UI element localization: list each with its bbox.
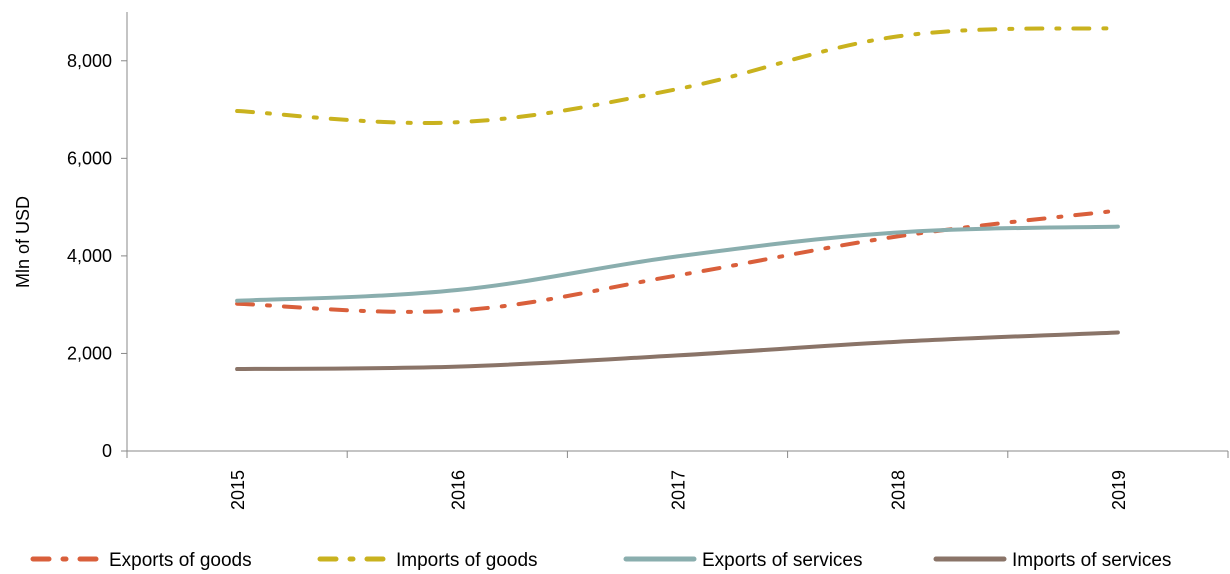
series-line-imports-of-services	[235, 330, 1120, 372]
x-axis: 2015 2016 2017 2018 2019	[126, 450, 1229, 510]
x-tick-label: 2015	[228, 470, 248, 510]
legend: Exports of goods Imports of goods Exports …	[30, 550, 1171, 571]
legend-label: Exports of goods	[109, 550, 252, 571]
y-tick-label: 6,000	[67, 148, 112, 168]
x-tick-label: 2019	[1109, 470, 1129, 510]
series-line-exports-of-services	[235, 224, 1120, 303]
x-tick-label: 2017	[669, 470, 689, 510]
legend-label: Imports of goods	[396, 550, 538, 571]
series-line-imports-of-goods	[235, 26, 1120, 125]
y-axis-title: Mln of USD	[13, 196, 33, 288]
series-lines	[235, 26, 1120, 372]
legend-label: Imports of services	[1012, 550, 1171, 571]
y-tick-label: 2,000	[67, 343, 112, 363]
legend-label: Exports of services	[702, 550, 863, 571]
y-tick-label: 4,000	[67, 246, 112, 266]
x-tick-label: 2018	[889, 470, 909, 510]
series-line-exports-of-goods	[235, 208, 1120, 314]
x-tick-label: 2016	[448, 470, 468, 510]
y-tick-label: 8,000	[67, 51, 112, 71]
y-axis: 0 2,000 4,000 6,000 8,000	[67, 12, 128, 461]
y-tick-label: 0	[102, 441, 112, 461]
